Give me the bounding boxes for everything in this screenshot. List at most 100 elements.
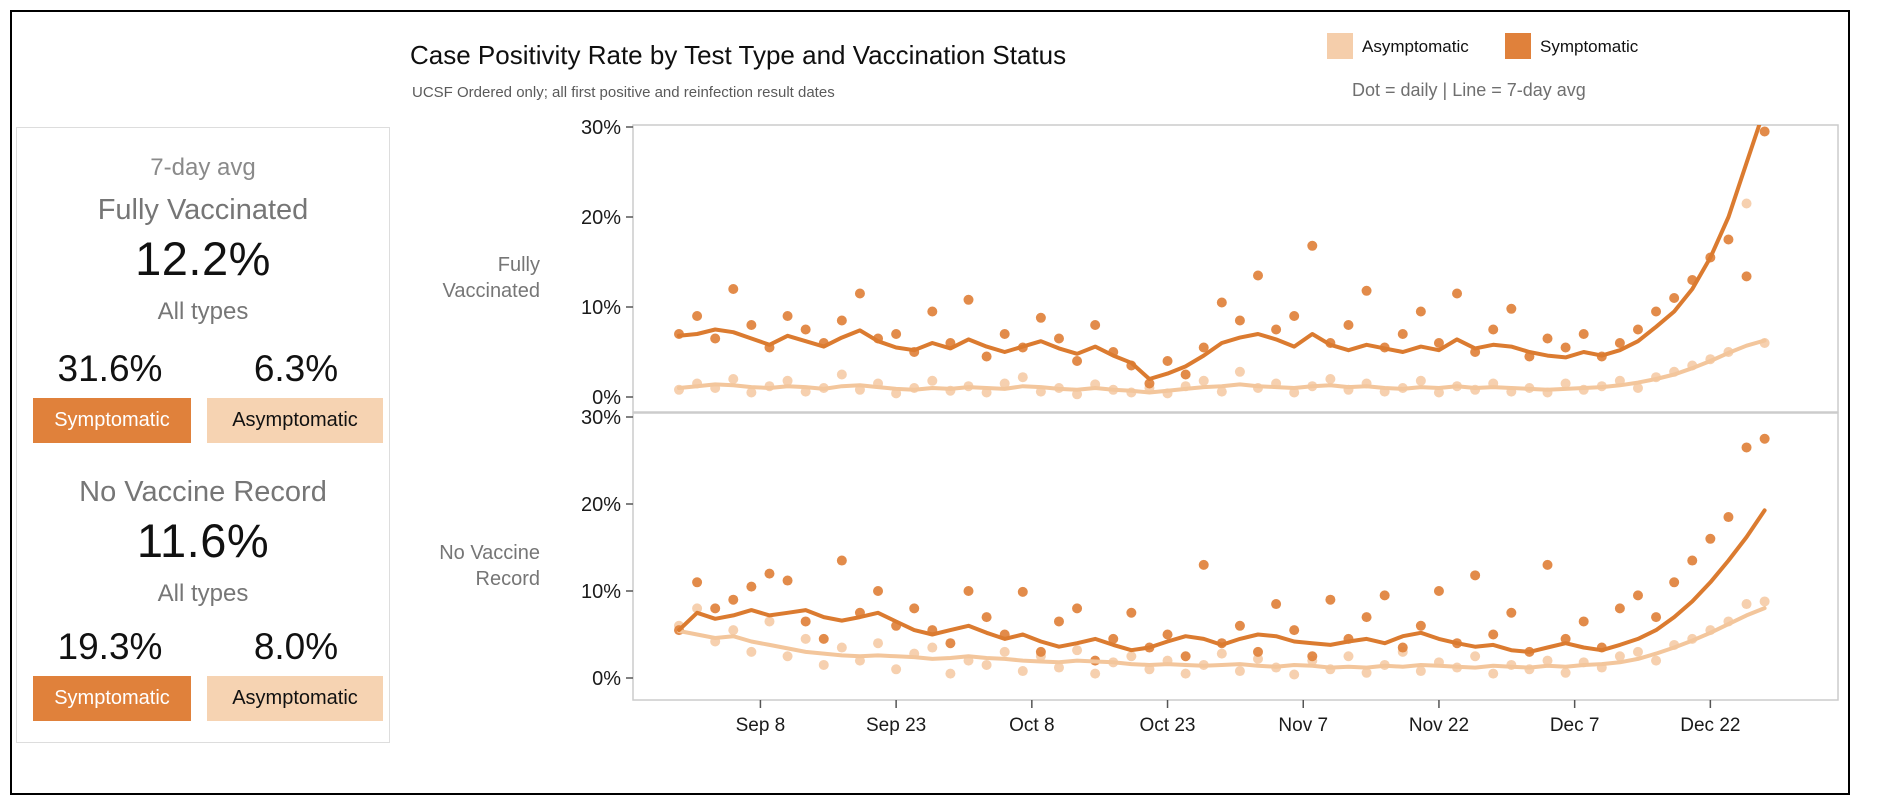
asymptomatic-badge: Asymptomatic — [207, 398, 383, 443]
daily-dot — [945, 668, 956, 679]
daily-dot — [1198, 375, 1209, 386]
daily-dot — [1397, 329, 1408, 339]
daily-dot — [1542, 333, 1553, 344]
daily-dot — [1361, 285, 1372, 296]
daily-dot — [1234, 315, 1245, 326]
daily-dot — [836, 555, 847, 566]
summary-group1-asymptomatic-value: 6.3% — [253, 348, 339, 389]
daily-dot — [1632, 324, 1643, 335]
daily-dot — [909, 603, 920, 614]
daily-dot — [1216, 648, 1227, 659]
daily-dot — [1470, 570, 1481, 581]
daily-dot — [1108, 633, 1119, 644]
y-axis-tick-label: 10% — [581, 297, 621, 319]
daily-dot — [1506, 303, 1517, 314]
x-axis-tick-label: Oct 8 — [1009, 715, 1054, 736]
daily-dot — [1017, 586, 1028, 597]
daily-dot — [836, 315, 847, 326]
daily-dot — [1072, 603, 1083, 614]
daily-dot — [1361, 667, 1372, 678]
summary-group1-title: Fully Vaccinated — [97, 194, 309, 226]
daily-dot — [891, 664, 902, 675]
daily-dot — [728, 284, 739, 294]
daily-dot — [746, 387, 757, 398]
daily-dot — [1053, 616, 1064, 627]
x-axis-tick-label: Dec 7 — [1550, 715, 1600, 736]
daily-dot — [1415, 620, 1426, 631]
daily-dot — [1741, 599, 1752, 610]
daily-dot — [1542, 559, 1553, 570]
daily-dot — [1506, 607, 1517, 618]
x-axis-tick-label: Dec 22 — [1680, 715, 1740, 736]
x-axis-tick-label: Oct 23 — [1140, 715, 1196, 736]
daily-dot — [1741, 198, 1752, 209]
daily-dot — [1072, 645, 1083, 656]
daily-dot — [746, 320, 757, 330]
daily-dot — [1614, 651, 1625, 662]
daily-dot — [963, 294, 974, 305]
panel-series-group — [674, 125, 1770, 400]
daily-dot — [927, 375, 938, 386]
daily-dot — [1759, 596, 1770, 607]
daily-dot — [1488, 668, 1499, 679]
daily-dot — [1234, 620, 1245, 631]
daily-dot — [836, 642, 847, 653]
plot-panel-border — [632, 124, 1839, 413]
summary-panel: 7-day avg Fully Vaccinated 12.2% All typ… — [16, 127, 390, 743]
y-axis-tick-label: 0% — [592, 668, 621, 690]
daily-dot — [1705, 533, 1716, 544]
daily-dot — [1723, 234, 1734, 245]
daily-dot — [1289, 669, 1300, 680]
daily-dot — [1632, 646, 1643, 657]
daily-dot — [1162, 629, 1173, 640]
daily-dot — [1578, 616, 1589, 627]
daily-dot — [782, 575, 793, 586]
x-axis-tick-label: Nov 22 — [1409, 715, 1469, 736]
facet-label-no-vaccine-record: No Vaccine Record — [368, 540, 540, 592]
x-axis-tick-label: Nov 7 — [1278, 715, 1328, 736]
asymptomatic-avg-line — [677, 606, 1767, 670]
daily-dot — [764, 616, 775, 627]
daily-dot — [692, 311, 703, 321]
summary-group1-symptomatic-value: 31.6% — [57, 348, 163, 389]
daily-dot — [873, 638, 884, 649]
daily-dot — [1289, 311, 1300, 321]
daily-dot — [854, 288, 865, 299]
daily-dot — [1614, 603, 1625, 614]
daily-dot — [1053, 662, 1064, 673]
asymptomatic-legend-swatch — [1327, 33, 1353, 59]
daily-dot — [1741, 271, 1752, 282]
daily-dot — [1632, 590, 1643, 601]
asymptomatic-legend-label: Asymptomatic — [1362, 37, 1469, 56]
summary-group2-title: No Vaccine Record — [79, 476, 327, 508]
daily-dot — [1343, 651, 1354, 662]
daily-dot — [728, 625, 739, 636]
symptomatic-avg-line — [677, 125, 1762, 381]
summary-group1-alltypes: All types — [157, 298, 249, 325]
daily-dot — [1144, 378, 1155, 389]
daily-dot — [782, 651, 793, 662]
daily-dot — [981, 659, 992, 670]
daily-dot — [1271, 324, 1282, 335]
daily-dot — [1090, 668, 1101, 679]
symptomatic-legend-label: Symptomatic — [1540, 37, 1639, 56]
daily-dot — [1433, 338, 1444, 348]
daily-dot — [1560, 667, 1571, 678]
asymptomatic-badge: Asymptomatic — [207, 676, 383, 721]
daily-dot — [1632, 383, 1643, 393]
daily-dot — [1614, 338, 1625, 348]
symptomatic-avg-line — [677, 508, 1767, 654]
daily-dot — [927, 306, 938, 317]
panel-series-group — [674, 433, 1770, 680]
daily-dot — [1379, 590, 1390, 601]
daily-dot — [710, 603, 721, 614]
daily-dot — [1415, 666, 1426, 677]
daily-dot — [1180, 668, 1191, 679]
daily-dot — [1126, 651, 1137, 662]
daily-dot — [1433, 586, 1444, 596]
daily-dot — [999, 646, 1010, 657]
chart-title: Case Positivity Rate by Test Type and Va… — [410, 40, 1067, 70]
daily-dot — [1017, 666, 1028, 677]
daily-dot — [782, 375, 793, 386]
daily-dot — [1651, 306, 1662, 317]
